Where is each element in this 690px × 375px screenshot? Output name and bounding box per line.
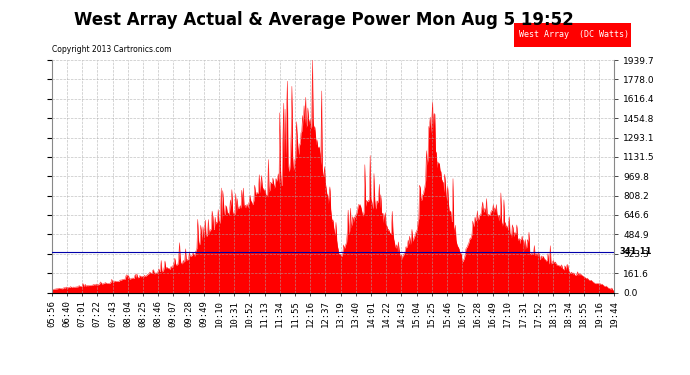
Bar [514, 22, 631, 47]
Text: West Array  (DC Watts): West Array (DC Watts) [519, 30, 629, 39]
Text: Copyright 2013 Cartronics.com: Copyright 2013 Cartronics.com [52, 45, 172, 54]
Text: 341.11: 341.11 [620, 247, 652, 256]
Text: West Array Actual & Average Power Mon Aug 5 19:52: West Array Actual & Average Power Mon Au… [75, 11, 574, 29]
Text: Average  (DC Watts): Average (DC Watts) [402, 30, 496, 39]
